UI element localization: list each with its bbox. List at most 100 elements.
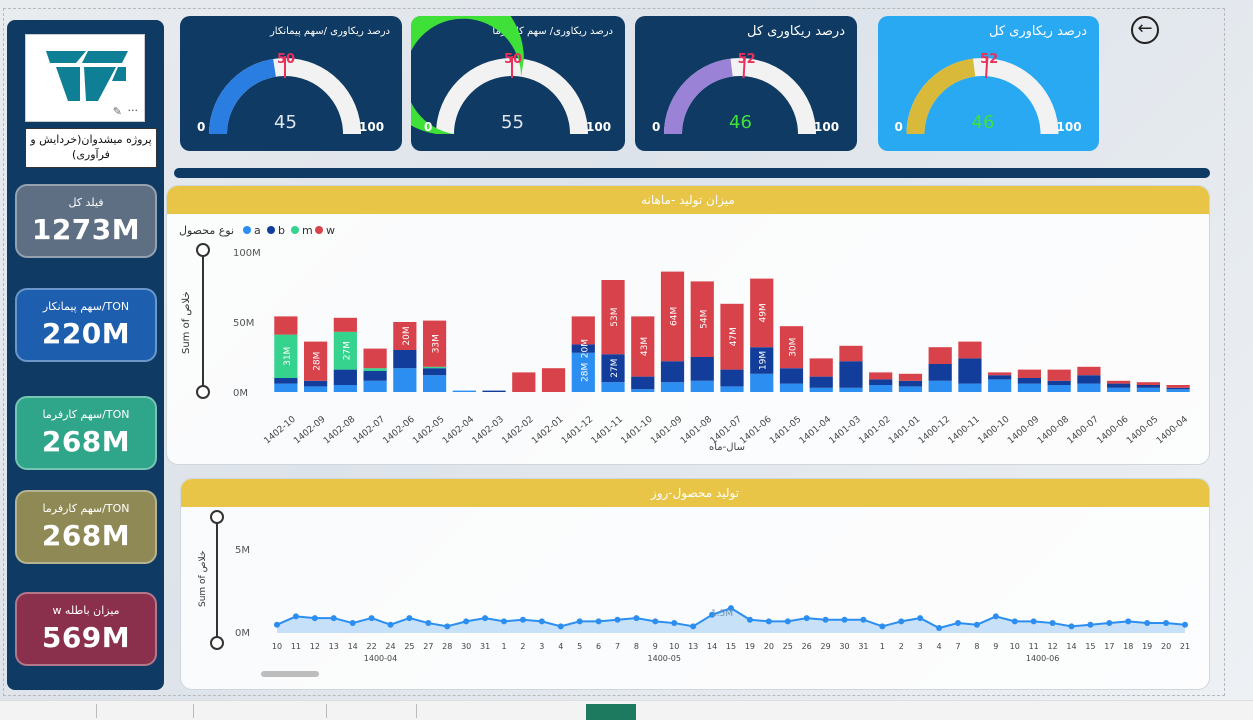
bar-segment-w [839,345,863,362]
data-point [841,616,848,623]
bar-segment-b [1047,380,1071,385]
data-point [1144,620,1151,627]
bar-segment-m [363,368,387,371]
report-canvas [3,8,1225,696]
bar-segment-b [601,354,625,383]
bar-data-label: 20M [580,339,590,358]
x-tick-label: 14 [348,642,358,651]
monthly-bar-chart[interactable]: نوع محصول a b m w Sum of خلاص 100M 50M 0M 1402-10… [167,214,1210,465]
x-tick-label: 10 [1010,642,1020,651]
data-point [671,620,678,627]
divider-bar [174,168,1210,178]
gauge-arc-segment [906,58,976,134]
gauge-title: درصد ریکاوری /سهم پیمانکار [269,26,390,37]
data-point [595,618,602,625]
data-point [406,615,413,622]
gauge-target: 52 [737,52,756,67]
x-tick-label: 1 [501,642,506,651]
back-arrow-icon[interactable]: ← [1131,16,1159,44]
bar-data-label: 28M [580,363,590,382]
tab-separator [416,704,417,718]
data-point [519,616,526,623]
x-tick-label: 2 [520,642,525,651]
data-point [765,618,772,625]
bar-segment-b [1166,387,1190,390]
bar-segment-b [928,364,952,381]
y-tick-label: 50M [233,318,254,329]
more-options-icon[interactable]: ··· [127,104,139,117]
bar-segment-b [958,358,982,384]
x-tick-label: 13 [329,642,339,651]
bar-segment-b [571,344,595,353]
data-point [538,618,545,625]
y-tick-label: 0M [233,388,248,399]
x-tick-label: 1402-05 [411,415,446,447]
bar-segment-a [1107,387,1131,392]
x-tick-label: 1400-12 [917,415,952,447]
gauge-value: 46 [729,112,752,133]
data-point [387,621,394,628]
gauge-arc-segment [664,58,733,134]
x-tick-label: 15 [726,642,736,651]
data-point [1106,620,1113,627]
gauge-target: 50 [504,52,523,67]
data-point [1011,618,1018,625]
company-logo: ✎ ··· [25,34,145,122]
gauge-target-marker [985,56,989,79]
bar-segment-w [1017,369,1042,378]
bar-segment-b [988,375,1012,380]
kpi-label: فیلد کل [68,196,104,209]
data-point [728,605,734,612]
logo-icon [46,51,128,101]
y-tick-label: 5M [235,545,250,556]
data-point [614,616,621,623]
gauge-arc [411,16,588,134]
x-tick-label: 1400-10 [976,414,1011,446]
kpi-label: TON/سهم پیمانکار [42,300,130,313]
x-tick-label: 4 [558,642,563,651]
legend-label: w [326,224,335,237]
data-point [992,613,999,620]
x-group-label: 1400-05 [648,654,681,663]
x-tick-label: 26 [802,642,812,651]
bar-segment-w [422,320,447,367]
x-tick-label: 5 [577,642,582,651]
bar-data-label: 27M [610,359,620,378]
bar-segment-b [809,376,833,388]
gauge-arc-segment [436,58,588,134]
gauge-min: 0 [197,120,206,134]
active-page-tab[interactable] [586,704,636,720]
x-tick-label: 27 [423,642,433,651]
data-point [746,616,753,623]
pin-icon[interactable]: ✎ [112,105,122,118]
x-tick-label: 1402-06 [382,414,417,446]
kpi-card-employer-share-2: TON/سهم کارفرما 268M [15,490,157,564]
bar-segment-a [809,387,833,392]
x-tick-label: 1401-10 [619,414,654,446]
x-tick-label: 7 [955,642,960,651]
x-tick-label: 10 [272,642,282,651]
data-point [444,623,451,630]
kpi-label: TON/سهم کارفرما [42,408,130,421]
bar-segment-b [393,350,417,369]
data-point [709,611,716,618]
gauge-max: 100 [1056,120,1082,134]
x-tick-label: 22 [366,642,376,651]
x-tick-label: 1401-12 [560,415,595,447]
kpi-card-total-feed: فیلد کل 1273M [15,184,157,258]
x-tick-label: 1402-04 [441,414,476,446]
x-tick-label: 30 [461,642,471,651]
data-point [349,620,356,627]
chart-legend: نوع محصول a b m w [179,224,335,237]
gauge-value: 46 [971,112,995,133]
slider-knob-top [210,510,224,524]
bar-segment-w [720,303,744,370]
gauge-value: 55 [501,112,524,133]
kpi-value: 268M [41,519,131,552]
data-point [1030,618,1037,625]
bar-segment-a [928,380,952,392]
bar-segment-a [631,389,655,392]
legend-label: b [278,224,285,237]
bar-segment-a [720,386,744,392]
